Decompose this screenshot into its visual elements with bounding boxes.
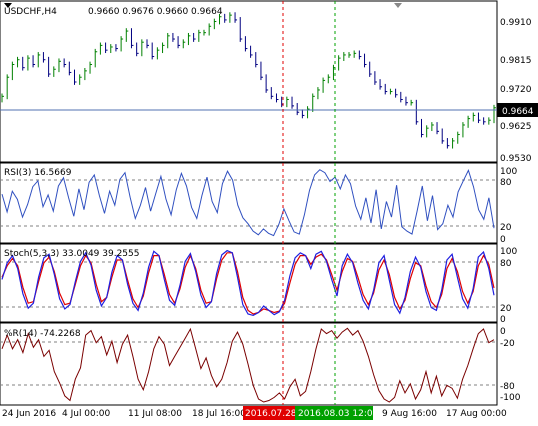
stoch-panel-frame bbox=[0, 243, 498, 323]
header-symbol: USDCHF,H4 bbox=[4, 7, 57, 17]
time-axis-label: 11 Jul 08:00 bbox=[128, 409, 182, 419]
price-tick-label: 0.9910 bbox=[500, 18, 532, 28]
wpr-tick-label: 0 bbox=[500, 327, 506, 337]
price-tick-label: 0.9625 bbox=[500, 122, 532, 132]
wpr-tick-label: -100 bbox=[500, 393, 521, 403]
stoch-title: Stoch(5,3,3) 33.0049 39.2555 bbox=[4, 249, 139, 259]
wpr-panel-frame bbox=[0, 322, 498, 406]
rsi-tick-label: 100 bbox=[500, 167, 517, 177]
wpr-tick-label: -80 bbox=[500, 382, 515, 392]
price-panel[interactable]: USDCHF,H4 0.9660 0.9676 0.9660 0.9664 0.… bbox=[0, 0, 538, 164]
wpr-series bbox=[1, 327, 495, 403]
time-tag-red bbox=[243, 406, 295, 420]
stoch-tick-label: 80 bbox=[500, 259, 512, 269]
time-tag-green bbox=[295, 406, 373, 420]
price-panel-frame bbox=[0, 0, 498, 163]
price-tick-label: 0.9720 bbox=[500, 85, 532, 95]
stoch-panel[interactable]: Stoch(5,3,3) 33.0049 39.2555 100 80 20 0 bbox=[0, 243, 517, 325]
rsi-panel[interactable]: RSI(3) 16.5669 100 80 20 0 bbox=[0, 162, 517, 245]
current-price-tag-text: 0.9664 bbox=[502, 107, 534, 117]
wpr-panel[interactable]: %R(14) -74.2268 0 -20 -80 -100 bbox=[0, 322, 521, 406]
rsi-tick-label: 20 bbox=[500, 223, 512, 233]
time-axis-label: 4 Jul 00:00 bbox=[62, 409, 111, 419]
rsi-tick-label: 0 bbox=[500, 235, 506, 245]
stoch-tick-label: 100 bbox=[500, 247, 517, 257]
shift-marker-icon[interactable] bbox=[394, 3, 402, 8]
header-ohlc: 0.9660 0.9676 0.9660 0.9664 bbox=[88, 7, 223, 17]
stoch-tick-label: 20 bbox=[500, 304, 512, 314]
stoch-main-series bbox=[1, 249, 495, 317]
rsi-tick-label: 80 bbox=[500, 178, 512, 188]
chart-shift-arrow-icon[interactable] bbox=[4, 3, 12, 8]
price-tick-label: 0.9530 bbox=[500, 154, 532, 164]
wpr-title: %R(14) -74.2268 bbox=[4, 329, 81, 339]
time-tag-green-text: 2016.08.03 12:00 bbox=[298, 409, 379, 419]
time-axis-label: 24 Jun 2016 bbox=[2, 409, 56, 419]
rsi-title: RSI(3) 16.5669 bbox=[4, 168, 72, 178]
time-tag-red-text: 2016.07.28 bbox=[245, 409, 297, 419]
wpr-tick-label: -20 bbox=[500, 339, 515, 349]
rsi-series bbox=[1, 169, 495, 237]
time-axis-label: 9 Aug 16:00 bbox=[382, 409, 437, 419]
time-axis-label: 18 Jul 16:00 bbox=[192, 409, 246, 419]
stoch-tick-label: 0 bbox=[500, 315, 506, 325]
time-axis-label: 17 Aug 00:00 bbox=[446, 409, 507, 419]
stoch-signal-series bbox=[1, 252, 495, 315]
rsi-panel-frame bbox=[0, 162, 498, 244]
price-tick-label: 0.9815 bbox=[500, 56, 532, 66]
current-price-tag bbox=[497, 103, 538, 117]
time-axis: 24 Jun 2016 4 Jul 00:00 11 Jul 08:00 18 … bbox=[2, 406, 507, 420]
price-candles bbox=[1, 12, 496, 149]
